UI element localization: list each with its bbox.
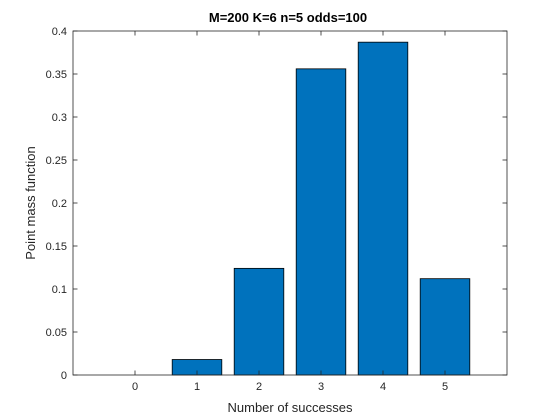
x-tick-label: 5 [442,381,448,393]
x-tick-label: 2 [256,381,262,393]
x-tick-label: 1 [194,381,200,393]
y-tick-label: 0.25 [46,155,67,167]
y-tick-label: 0.15 [46,241,67,253]
y-tick-label: 0.05 [46,327,67,339]
y-tick-label: 0.1 [52,284,67,296]
y-tick-label: 0.35 [46,69,67,81]
y-tick-label: 0.4 [52,26,67,38]
y-axis-label: Point mass function [23,146,38,259]
y-tick-label: 0 [61,370,67,382]
x-axis-label: Number of successes [228,400,353,415]
y-tick-label: 0.3 [52,112,67,124]
y-tick-label: 0.2 [52,198,67,210]
chart-title: M=200 K=6 n=5 odds=100 [209,10,367,25]
bar-3 [296,69,346,375]
bar-2 [234,268,284,375]
bar-5 [420,279,470,375]
x-tick-label: 0 [132,381,138,393]
bar-4 [358,42,408,375]
bars [172,42,470,375]
x-tick-label: 3 [318,381,324,393]
x-tick-label: 4 [380,381,386,393]
